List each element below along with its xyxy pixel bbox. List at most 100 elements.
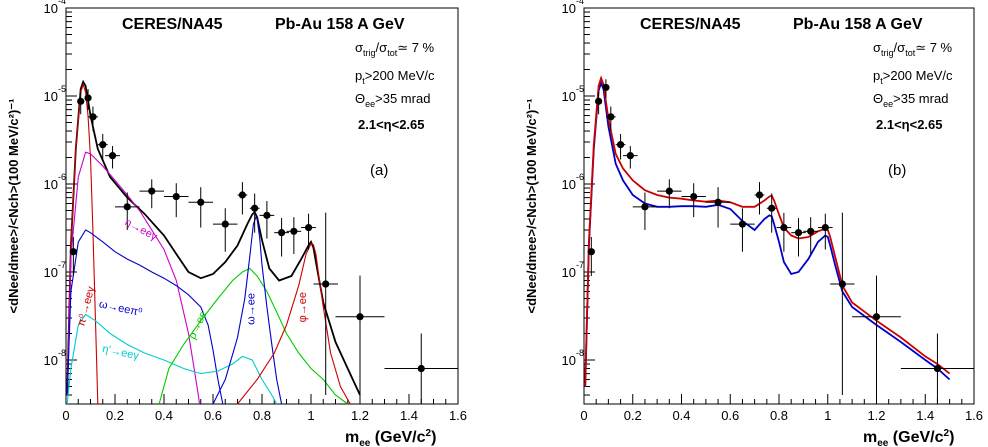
panel-a: 0 0.2 0.4 0.6 0.8 1 1.2 1.4 1.610 -810 -710 -610 -51… (6, 0, 467, 447)
y-tick-exponent: -4 (58, 0, 66, 6)
xlabel-sub: ee (877, 438, 889, 447)
data-point (587, 248, 595, 256)
panel-b-cut-4: 2.1<η<2.65 (876, 117, 943, 132)
y-tick-exponent: -5 (576, 84, 584, 94)
x-tick-label: 1.2 (867, 408, 885, 423)
x-tick-label: 0.6 (721, 408, 739, 423)
data-point (821, 223, 829, 232)
cut3-rest: >35 mrad (375, 91, 430, 106)
x-tick-label: 1.6 (449, 408, 467, 423)
y-tick-label: 10 (44, 265, 58, 280)
cut1-tail: ≃ 7 % (915, 40, 952, 55)
data-point (238, 191, 246, 199)
x-tick-label: 1.6 (965, 408, 983, 423)
data-point (89, 113, 97, 121)
cut1-rest: /σ (894, 40, 906, 55)
panel-b-cut-2: pt>200 MeV/c (873, 68, 953, 86)
cut2-rest: >200 MeV/c (883, 68, 953, 83)
data-point (768, 204, 776, 212)
data-point (780, 223, 788, 232)
data-point (607, 113, 615, 121)
data-point (108, 152, 117, 160)
panel-b-system: Pb-Au 158 A GeV (793, 16, 923, 33)
panel-a-cut-2: pt>200 MeV/c (355, 68, 435, 86)
xlabel-sub: ee (359, 438, 371, 447)
cut2-rest: >200 MeV/c (365, 68, 435, 83)
curve-label: ω→eeπ⁰ (98, 298, 144, 319)
panel-b: 0 0.2 0.4 0.6 0.8 1 1.2 1.4 1.610 -810 -710 -610 -51… (524, 0, 983, 447)
data-point (626, 152, 634, 160)
cut1-sub: trig (363, 48, 376, 58)
y-tick-label: 10 (562, 265, 576, 280)
panel-a-curve-labels: π⁰→eeγ η→eeγ ω→eeπ⁰ η'→eeγ ρ→ee ω→ee φ→ee (75, 216, 309, 362)
data-point (84, 94, 92, 102)
series--ee- (66, 229, 224, 405)
x-tick-label: 0.4 (672, 408, 690, 423)
panel-b-data-points (587, 79, 974, 404)
data-point (77, 97, 85, 105)
panel-a-cut-4: 2.1<η<2.65 (358, 117, 425, 132)
x-tick-label: 0.8 (770, 408, 788, 423)
x-tick-label: 1 (824, 408, 831, 423)
data-point (872, 313, 881, 321)
series--ee- (66, 82, 99, 405)
panel-a-tag: (a) (370, 162, 388, 179)
cut1-sub2: tot (905, 48, 916, 58)
data-point (602, 83, 610, 92)
data-point (221, 220, 229, 228)
series--ee- (66, 313, 278, 405)
panel-a-cut-1: σtrig/σtot≃ 7 % (355, 40, 435, 58)
cut3-main: Θ (355, 91, 365, 106)
panel-a-experiment: CERES/NA45 (122, 16, 223, 33)
xlabel-unit: (GeV/c (888, 429, 943, 446)
y-tick-exponent: -6 (58, 172, 66, 182)
data-point (251, 204, 259, 212)
data-point (304, 223, 313, 232)
y-tick-exponent: -5 (58, 84, 66, 94)
panel-a-curves (66, 79, 361, 405)
x-tick-label: 1 (307, 408, 314, 423)
panel-b-ticks: 0 0.2 0.4 0.6 0.8 1 1.2 1.4 1.610 -810 -710 -610 -51… (562, 0, 984, 423)
cut2-sub: t (362, 76, 365, 86)
panel-a-cut-3: Θee>35 mrad (355, 91, 430, 109)
x-tick-label: 0 (580, 408, 587, 423)
panel-a-ticks: 0 0.2 0.4 0.6 0.8 1 1.2 1.4 1.610 -810 -710 -610 -51… (44, 0, 468, 423)
x-tick-label: 1.2 (351, 408, 369, 423)
cut3-sub: ee (365, 99, 375, 109)
x-tick-label: 0.6 (204, 408, 222, 423)
cut3-sub: ee (883, 99, 893, 109)
xlabel-close: ) (949, 429, 954, 446)
y-tick-label: 10 (562, 353, 576, 368)
data-point (755, 191, 764, 199)
data-point (417, 364, 425, 373)
panel-a-data-points (69, 89, 458, 404)
y-tick-exponent: -7 (58, 260, 66, 270)
cut2-sub: t (880, 76, 883, 86)
series--ee (237, 242, 351, 405)
data-point (123, 203, 131, 211)
data-point (322, 280, 330, 288)
cut3-rest: >35 mrad (893, 91, 948, 106)
data-point (148, 187, 156, 195)
panel-b-cut-1: σtrig/σtot≃ 7 % (873, 40, 953, 58)
x-tick-label: 1.4 (400, 408, 418, 423)
panel-b-curves (584, 75, 951, 387)
y-tick-exponent: -6 (576, 172, 584, 182)
panel-a-xlabel: mee (GeV/c2) (345, 428, 436, 447)
curve-label: φ→ee (297, 292, 309, 322)
data-point (197, 198, 205, 206)
curve-label: ρ→ee (186, 309, 209, 341)
y-tick-label: 10 (44, 89, 58, 104)
data-point (807, 227, 815, 235)
xlabel-close: ) (431, 429, 436, 446)
y-tick-label: 10 (562, 89, 576, 104)
series--ee- (66, 151, 201, 405)
xlabel-exp: 2 (944, 428, 950, 439)
x-tick-label: 1.4 (916, 408, 934, 423)
data-point (263, 211, 271, 219)
xlabel-main: m (863, 429, 877, 446)
y-tick-label: 10 (562, 177, 576, 192)
y-tick-exponent: -8 (576, 348, 584, 358)
data-point (794, 229, 803, 237)
